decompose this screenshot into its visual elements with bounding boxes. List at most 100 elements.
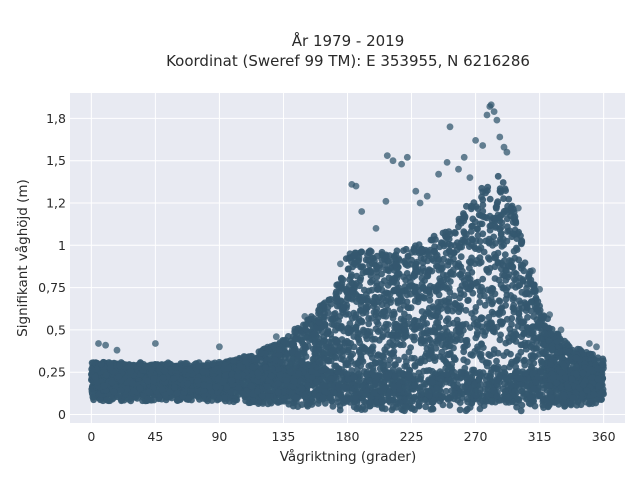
- data-point: [512, 284, 520, 291]
- data-point: [350, 309, 358, 317]
- data-point: [402, 245, 410, 253]
- data-point: [436, 335, 444, 343]
- data-point: [512, 363, 520, 371]
- data-point: [485, 351, 492, 358]
- data-point: [485, 235, 493, 243]
- data-point: [376, 358, 384, 366]
- data-point: [308, 313, 315, 320]
- data-point: [495, 276, 503, 284]
- data-point: [455, 308, 463, 316]
- data-point: [387, 296, 395, 303]
- data-point: [425, 289, 433, 296]
- data-point: [435, 255, 443, 263]
- data-point: [599, 355, 607, 363]
- data-point: [493, 357, 500, 365]
- data-point: [466, 285, 474, 293]
- data-point: [302, 334, 309, 341]
- data-point: [490, 324, 497, 332]
- data-point: [367, 350, 375, 358]
- data-point: [431, 357, 439, 364]
- data-point: [345, 361, 352, 369]
- data-point: [446, 402, 454, 409]
- data-point: [355, 404, 363, 412]
- data-point: [460, 237, 468, 245]
- data-point: [498, 243, 506, 250]
- data-point: [357, 318, 364, 325]
- data-point: [594, 365, 601, 372]
- data-point: [423, 320, 431, 327]
- data-point: [430, 248, 438, 255]
- data-point: [451, 292, 458, 300]
- data-point: [540, 329, 548, 337]
- data-point: [463, 202, 470, 210]
- data-point: [434, 308, 442, 316]
- data-point: [517, 407, 525, 415]
- data-point: [378, 248, 386, 256]
- data-point: [432, 345, 440, 352]
- data-point: [374, 351, 382, 358]
- data-point: [404, 304, 412, 311]
- data-point: [497, 229, 505, 237]
- data-point: [416, 248, 424, 255]
- data-point: [266, 355, 274, 363]
- data-point: [469, 280, 476, 288]
- data-point: [230, 398, 238, 406]
- data-point: [481, 332, 488, 339]
- data-point: [410, 317, 418, 325]
- data-point: [242, 397, 250, 405]
- data-point: [447, 376, 454, 384]
- data-point: [496, 336, 504, 344]
- data-point: [381, 346, 389, 354]
- data-point: [378, 403, 386, 411]
- data-point: [457, 219, 465, 227]
- data-point: [382, 297, 389, 305]
- data-point: [445, 320, 453, 328]
- data-point: [421, 396, 429, 404]
- data-point: [411, 288, 419, 296]
- data-point: [430, 257, 437, 264]
- chart-title-line1: År 1979 - 2019: [292, 31, 405, 50]
- data-point: [403, 403, 410, 411]
- data-point: [364, 331, 371, 338]
- data-point: [341, 339, 348, 346]
- data-point: [359, 326, 367, 334]
- data-point: [530, 313, 538, 320]
- data-point: [298, 401, 306, 408]
- data-point: [368, 298, 376, 305]
- data-point: [400, 317, 408, 325]
- data-point: [433, 262, 440, 270]
- data-point: [490, 346, 498, 353]
- data-point: [474, 331, 481, 339]
- data-point: [450, 271, 457, 278]
- data-point: [333, 338, 341, 346]
- data-point: [478, 283, 485, 291]
- data-point: [486, 195, 494, 203]
- data-point: [327, 315, 334, 323]
- data-point: [171, 383, 179, 391]
- data-point: [539, 401, 547, 409]
- data-point: [518, 238, 526, 246]
- data-point: [468, 223, 475, 230]
- data-point: [521, 339, 529, 347]
- data-point: [324, 327, 332, 335]
- data-point: [358, 248, 366, 256]
- data-point: [457, 331, 465, 338]
- data-point: [90, 359, 97, 366]
- data-point: [470, 199, 478, 207]
- data-point: [530, 336, 537, 344]
- data-point: [457, 336, 465, 344]
- data-point: [339, 347, 347, 355]
- data-point: [427, 406, 435, 413]
- data-point: [314, 400, 322, 407]
- data-point: [414, 358, 422, 366]
- data-point: [418, 280, 426, 288]
- data-point: [424, 308, 432, 316]
- data-point: [208, 397, 216, 404]
- data-point: [418, 330, 426, 338]
- data-point: [297, 334, 304, 342]
- data-point: [289, 340, 297, 348]
- data-point: [418, 293, 425, 300]
- data-point: [518, 401, 526, 409]
- data-point: [532, 305, 540, 312]
- data-point: [403, 362, 410, 370]
